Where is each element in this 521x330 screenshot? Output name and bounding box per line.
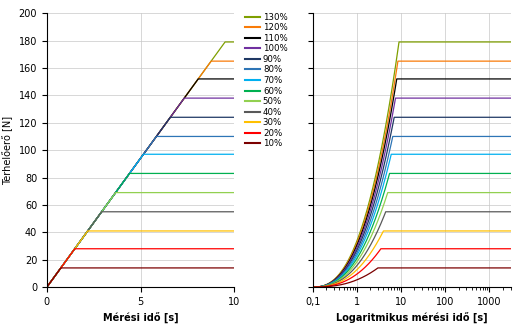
X-axis label: Mérési idő [s]: Mérési idő [s] <box>103 313 179 324</box>
Legend: 130%, 120%, 110%, 100%, 90%, 80%, 70%, 60%, 50%, 40%, 30%, 20%, 10%: 130%, 120%, 110%, 100%, 90%, 80%, 70%, 6… <box>241 9 291 152</box>
Y-axis label: Terhelőerő [N]: Terhelőerő [N] <box>2 115 13 185</box>
X-axis label: Logaritmikus mérési idő [s]: Logaritmikus mérési idő [s] <box>336 313 488 324</box>
